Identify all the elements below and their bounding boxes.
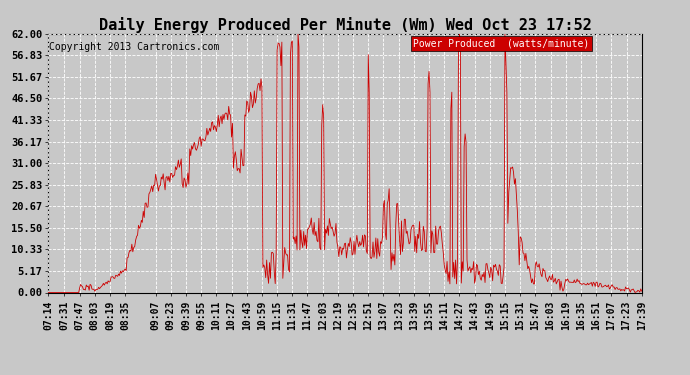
Text: Power Produced  (watts/minute): Power Produced (watts/minute) — [413, 39, 589, 49]
Title: Daily Energy Produced Per Minute (Wm) Wed Oct 23 17:52: Daily Energy Produced Per Minute (Wm) We… — [99, 16, 591, 33]
Text: Copyright 2013 Cartronics.com: Copyright 2013 Cartronics.com — [50, 42, 220, 51]
